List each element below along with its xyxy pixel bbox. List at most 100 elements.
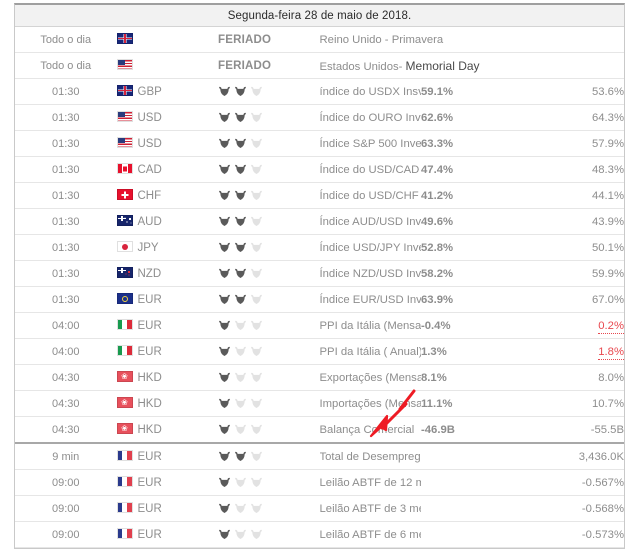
- forecast-value: -0.568%: [522, 495, 624, 522]
- impact-cell[interactable]: [218, 416, 320, 444]
- impact-bull-icon: [250, 503, 263, 514]
- impact-rating[interactable]: [218, 242, 266, 253]
- impact-cell[interactable]: [218, 156, 320, 183]
- impact-cell[interactable]: [218, 364, 320, 391]
- italy-flag: [116, 319, 133, 330]
- impact-bull-icon: [234, 242, 247, 253]
- forecast-value: -55.5B: [522, 416, 624, 444]
- forecast-value-highlight: 1.8%: [598, 345, 624, 360]
- table-row[interactable]: 01:30 AUD Índice AUD/USD Investing.com49.6…: [15, 208, 624, 235]
- table-row[interactable]: 01:30 EUR Índice EUR/USD Investing.com63.9…: [15, 286, 624, 313]
- impact-cell[interactable]: [218, 182, 320, 209]
- table-row[interactable]: 04:30❀ HKD Importações (Mensal) ( Abril)11…: [15, 390, 624, 417]
- event-name[interactable]: Leilão ABTF de 3 meses da França: [319, 495, 421, 522]
- event-name[interactable]: PPI da Itália ( Anual) (Abril): [319, 338, 421, 365]
- impact-cell[interactable]: [218, 78, 320, 105]
- event-time: 09:00: [15, 469, 117, 496]
- impact-rating[interactable]: [218, 424, 266, 435]
- impact-rating[interactable]: [218, 529, 266, 540]
- table-row[interactable]: Todo o dia FERIADO Reino Unido - Primavera: [15, 26, 624, 53]
- impact-cell[interactable]: [218, 495, 320, 522]
- event-name[interactable]: Leilão ABTF de 6 meses da França: [319, 521, 421, 548]
- event-name[interactable]: Índice S&P 500 Investing.com: [319, 130, 421, 157]
- table-row[interactable]: Todo o dia FERIADO Estados Unidos- Memoria…: [15, 52, 624, 79]
- impact-rating[interactable]: [218, 477, 266, 488]
- table-row[interactable]: 01:30 GBP índice do USDX Insvesting.com59.…: [15, 78, 624, 105]
- impact-cell[interactable]: [218, 312, 320, 339]
- impact-cell[interactable]: [218, 130, 320, 157]
- table-row[interactable]: 01:30 USD Índice S&P 500 Investing.com63.3…: [15, 130, 624, 157]
- table-row[interactable]: 09:00 EUR Leilão ABTF de 6 meses da França…: [15, 521, 624, 548]
- impact-rating[interactable]: [218, 320, 266, 331]
- table-row[interactable]: 01:30 JPY Índice USD/JPY Investing.com52.8…: [15, 234, 624, 261]
- event-name[interactable]: Leilão ABTF de 12 meses da França: [319, 469, 421, 496]
- impact-rating[interactable]: [218, 372, 266, 383]
- united-states-flag: [116, 111, 133, 122]
- impact-rating[interactable]: [218, 503, 266, 514]
- impact-cell[interactable]: [218, 208, 320, 235]
- table-row[interactable]: 01:30 NZD Índice NZD/USD Investing.com58.2…: [15, 260, 624, 287]
- impact-rating[interactable]: [218, 398, 266, 409]
- table-row[interactable]: 04:00 EUR PPI da Itália (Mensal) (Abril)-0…: [15, 312, 624, 339]
- event-name[interactable]: Índice AUD/USD Investing.com: [319, 208, 421, 235]
- event-name[interactable]: Total de Desempregados da França: [319, 442, 421, 470]
- impact-cell[interactable]: [218, 338, 320, 365]
- impact-rating[interactable]: [218, 451, 266, 462]
- currency-cell: CAD: [116, 156, 218, 183]
- impact-cell[interactable]: [218, 442, 320, 470]
- currency-cell: AUD: [116, 208, 218, 235]
- event-time: 01:30: [15, 78, 117, 105]
- impact-rating[interactable]: [218, 294, 266, 305]
- impact-rating[interactable]: [218, 86, 266, 97]
- impact-cell[interactable]: [218, 234, 320, 261]
- table-row[interactable]: 09:00 EUR Leilão ABTF de 12 meses da Franç…: [15, 469, 624, 496]
- impact-bull-icon: [218, 112, 231, 123]
- impact-bull-icon: [218, 372, 231, 383]
- impact-rating[interactable]: [218, 190, 266, 201]
- impact-cell[interactable]: [218, 286, 320, 313]
- table-row[interactable]: 04:30 ❀ HKD Balança Comercial -46.9B -55.5B: [15, 416, 624, 444]
- table-row[interactable]: 9 min EUR Total de Desempregados da França…: [15, 442, 624, 470]
- impact-bull-icon: [250, 398, 263, 409]
- event-name[interactable]: PPI da Itália (Mensal) (Abril): [319, 312, 421, 339]
- impact-rating[interactable]: [218, 112, 266, 123]
- impact-cell[interactable]: [218, 521, 320, 548]
- event-name[interactable]: Índice do OURO Investing.com: [319, 104, 421, 131]
- impact-cell[interactable]: [218, 104, 320, 131]
- impact-cell[interactable]: [218, 390, 320, 417]
- event-name[interactable]: Importações (Mensal) ( Abril): [319, 390, 421, 417]
- impact-rating[interactable]: [218, 164, 266, 175]
- table-row[interactable]: 04:30❀ HKD Exportações (Mensal) (Abril)8.1…: [15, 364, 624, 391]
- currency-code: EUR: [137, 503, 162, 515]
- impact-rating[interactable]: [218, 268, 266, 279]
- event-name[interactable]: Índice do USD/CHF Investing.com: [319, 182, 421, 209]
- event-name[interactable]: Índice NZD/USD Investing.com: [319, 260, 421, 287]
- event-name[interactable]: índice do USDX Insvesting.com: [319, 78, 421, 105]
- impact-rating[interactable]: [218, 346, 266, 357]
- event-name[interactable]: Índice do USD/CAD Investing.com: [319, 156, 421, 183]
- impact-bull-icon: [234, 503, 247, 514]
- currency-code: HKD: [137, 372, 162, 384]
- table-row[interactable]: 01:30 USD Índice do OURO Investing.com62.6…: [15, 104, 624, 131]
- event-time: 01:30: [15, 260, 117, 287]
- event-name[interactable]: Índice USD/JPY Investing.com: [319, 234, 421, 261]
- table-row[interactable]: 09:00 EUR Leilão ABTF de 3 meses da França…: [15, 495, 624, 522]
- calendar-date-header-row: Segunda-feira 28 de maio de 2018.: [15, 5, 624, 27]
- impact-cell[interactable]: [218, 469, 320, 496]
- impact-rating[interactable]: [218, 216, 266, 227]
- event-name[interactable]: Exportações (Mensal) (Abril): [319, 364, 421, 391]
- event-name[interactable]: Balança Comercial: [319, 416, 421, 444]
- impact-bull-icon: [250, 424, 263, 435]
- impact-cell[interactable]: [218, 260, 320, 287]
- actual-value: 41.2%: [421, 182, 523, 209]
- forecast-value: 0.2%: [522, 312, 624, 339]
- forecast-value: 53.6%: [522, 78, 624, 105]
- impact-bull-icon: [234, 477, 247, 488]
- holiday-country: Estados Unidos-: [319, 60, 403, 73]
- impact-bull-icon: [218, 268, 231, 279]
- event-name[interactable]: Índice EUR/USD Investing.com: [319, 286, 421, 313]
- impact-rating[interactable]: [218, 138, 266, 149]
